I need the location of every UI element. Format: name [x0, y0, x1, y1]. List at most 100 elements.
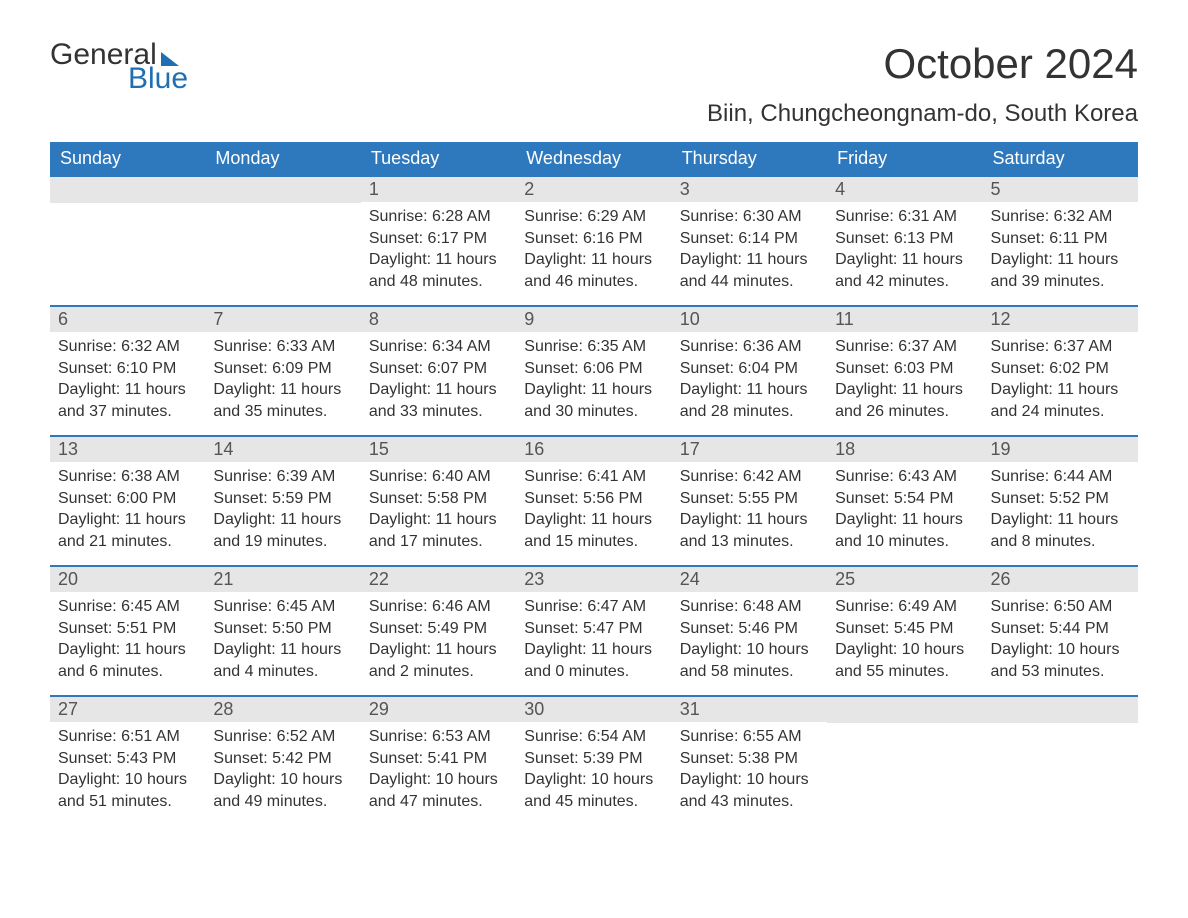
weekday-header: Friday	[827, 142, 982, 175]
day-data-line: Sunrise: 6:36 AM	[680, 336, 819, 358]
day-cell	[827, 697, 982, 825]
day-cell: 23Sunrise: 6:47 AMSunset: 5:47 PMDayligh…	[516, 567, 671, 695]
day-number	[827, 697, 982, 723]
day-number: 18	[827, 437, 982, 462]
day-data-line: Sunrise: 6:37 AM	[991, 336, 1130, 358]
day-data-line: Sunrise: 6:30 AM	[680, 206, 819, 228]
day-data-line: and 33 minutes.	[369, 401, 508, 423]
day-data-line: and 8 minutes.	[991, 531, 1130, 553]
day-data-line: Sunset: 5:45 PM	[835, 618, 974, 640]
day-data-line: Daylight: 11 hours	[680, 249, 819, 271]
day-data-line: Daylight: 11 hours	[58, 379, 197, 401]
day-number: 19	[983, 437, 1138, 462]
day-data-line: Daylight: 10 hours	[58, 769, 197, 791]
day-data-line: and 42 minutes.	[835, 271, 974, 293]
weekday-header: Tuesday	[361, 142, 516, 175]
day-data-line: Sunrise: 6:47 AM	[524, 596, 663, 618]
day-data-line: and 24 minutes.	[991, 401, 1130, 423]
day-data-line: Daylight: 11 hours	[369, 509, 508, 531]
day-cell: 2Sunrise: 6:29 AMSunset: 6:16 PMDaylight…	[516, 177, 671, 305]
day-number: 1	[361, 177, 516, 202]
day-data-line: and 2 minutes.	[369, 661, 508, 683]
day-data-line: Daylight: 10 hours	[369, 769, 508, 791]
day-data-line: Daylight: 11 hours	[58, 639, 197, 661]
day-data-line: Daylight: 10 hours	[680, 639, 819, 661]
day-data-line: Daylight: 11 hours	[524, 379, 663, 401]
day-data: Sunrise: 6:46 AMSunset: 5:49 PMDaylight:…	[361, 592, 516, 682]
day-data-line: Sunrise: 6:29 AM	[524, 206, 663, 228]
day-data: Sunrise: 6:51 AMSunset: 5:43 PMDaylight:…	[50, 722, 205, 812]
day-number	[50, 177, 205, 203]
day-data: Sunrise: 6:37 AMSunset: 6:03 PMDaylight:…	[827, 332, 982, 422]
calendar-week: 6Sunrise: 6:32 AMSunset: 6:10 PMDaylight…	[50, 305, 1138, 435]
day-data-line: Sunset: 5:58 PM	[369, 488, 508, 510]
day-cell: 26Sunrise: 6:50 AMSunset: 5:44 PMDayligh…	[983, 567, 1138, 695]
day-data-line: Sunset: 6:17 PM	[369, 228, 508, 250]
day-data-line: Sunset: 5:49 PM	[369, 618, 508, 640]
day-data-line: Daylight: 10 hours	[213, 769, 352, 791]
day-data-line: and 10 minutes.	[835, 531, 974, 553]
day-data: Sunrise: 6:49 AMSunset: 5:45 PMDaylight:…	[827, 592, 982, 682]
day-data-line: Sunrise: 6:49 AM	[835, 596, 974, 618]
day-data-line: Daylight: 10 hours	[835, 639, 974, 661]
day-data-line: Sunrise: 6:32 AM	[991, 206, 1130, 228]
day-data-line: Daylight: 11 hours	[369, 379, 508, 401]
day-data-line: and 49 minutes.	[213, 791, 352, 813]
day-data: Sunrise: 6:41 AMSunset: 5:56 PMDaylight:…	[516, 462, 671, 552]
day-data: Sunrise: 6:48 AMSunset: 5:46 PMDaylight:…	[672, 592, 827, 682]
day-cell: 5Sunrise: 6:32 AMSunset: 6:11 PMDaylight…	[983, 177, 1138, 305]
day-cell	[983, 697, 1138, 825]
day-cell: 15Sunrise: 6:40 AMSunset: 5:58 PMDayligh…	[361, 437, 516, 565]
day-cell: 28Sunrise: 6:52 AMSunset: 5:42 PMDayligh…	[205, 697, 360, 825]
day-number: 20	[50, 567, 205, 592]
day-data: Sunrise: 6:47 AMSunset: 5:47 PMDaylight:…	[516, 592, 671, 682]
day-data-line: Sunset: 5:54 PM	[835, 488, 974, 510]
day-cell: 17Sunrise: 6:42 AMSunset: 5:55 PMDayligh…	[672, 437, 827, 565]
day-data: Sunrise: 6:54 AMSunset: 5:39 PMDaylight:…	[516, 722, 671, 812]
day-data-line: Sunset: 6:13 PM	[835, 228, 974, 250]
logo: General Blue	[50, 40, 188, 94]
day-number: 30	[516, 697, 671, 722]
day-data-line: Daylight: 11 hours	[213, 379, 352, 401]
day-data: Sunrise: 6:55 AMSunset: 5:38 PMDaylight:…	[672, 722, 827, 812]
day-data-line: Sunset: 5:55 PM	[680, 488, 819, 510]
day-data: Sunrise: 6:33 AMSunset: 6:09 PMDaylight:…	[205, 332, 360, 422]
day-data-line: and 39 minutes.	[991, 271, 1130, 293]
day-data: Sunrise: 6:40 AMSunset: 5:58 PMDaylight:…	[361, 462, 516, 552]
day-data-line: Sunrise: 6:40 AM	[369, 466, 508, 488]
day-data: Sunrise: 6:28 AMSunset: 6:17 PMDaylight:…	[361, 202, 516, 292]
day-number	[205, 177, 360, 203]
day-cell: 11Sunrise: 6:37 AMSunset: 6:03 PMDayligh…	[827, 307, 982, 435]
day-data-line: Daylight: 11 hours	[680, 379, 819, 401]
day-data-line: Sunrise: 6:32 AM	[58, 336, 197, 358]
day-data-line: Sunrise: 6:41 AM	[524, 466, 663, 488]
month-title: October 2024	[707, 40, 1138, 88]
day-data-line: Sunrise: 6:46 AM	[369, 596, 508, 618]
day-data-line: Sunrise: 6:45 AM	[213, 596, 352, 618]
day-data-line: Daylight: 11 hours	[991, 249, 1130, 271]
page-header: General Blue October 2024 Biin, Chungche…	[50, 40, 1138, 128]
weekday-header-row: Sunday Monday Tuesday Wednesday Thursday…	[50, 142, 1138, 175]
day-data-line: Sunrise: 6:44 AM	[991, 466, 1130, 488]
day-data: Sunrise: 6:31 AMSunset: 6:13 PMDaylight:…	[827, 202, 982, 292]
day-cell: 31Sunrise: 6:55 AMSunset: 5:38 PMDayligh…	[672, 697, 827, 825]
day-number: 28	[205, 697, 360, 722]
day-data-line: and 45 minutes.	[524, 791, 663, 813]
day-data: Sunrise: 6:29 AMSunset: 6:16 PMDaylight:…	[516, 202, 671, 292]
day-data-line: Sunset: 5:46 PM	[680, 618, 819, 640]
day-data-line: and 48 minutes.	[369, 271, 508, 293]
day-data-line: Daylight: 11 hours	[680, 509, 819, 531]
day-data-line: Daylight: 11 hours	[835, 249, 974, 271]
weekday-header: Wednesday	[516, 142, 671, 175]
logo-word-2: Blue	[128, 64, 188, 94]
weeks-container: 1Sunrise: 6:28 AMSunset: 6:17 PMDaylight…	[50, 175, 1138, 825]
day-data-line: Daylight: 11 hours	[213, 509, 352, 531]
weekday-header: Sunday	[50, 142, 205, 175]
day-data-line: Daylight: 11 hours	[524, 249, 663, 271]
day-data-line: Sunrise: 6:50 AM	[991, 596, 1130, 618]
day-data-line: Daylight: 11 hours	[369, 249, 508, 271]
calendar-week: 1Sunrise: 6:28 AMSunset: 6:17 PMDaylight…	[50, 175, 1138, 305]
day-data-line: and 47 minutes.	[369, 791, 508, 813]
day-cell: 13Sunrise: 6:38 AMSunset: 6:00 PMDayligh…	[50, 437, 205, 565]
day-number: 3	[672, 177, 827, 202]
